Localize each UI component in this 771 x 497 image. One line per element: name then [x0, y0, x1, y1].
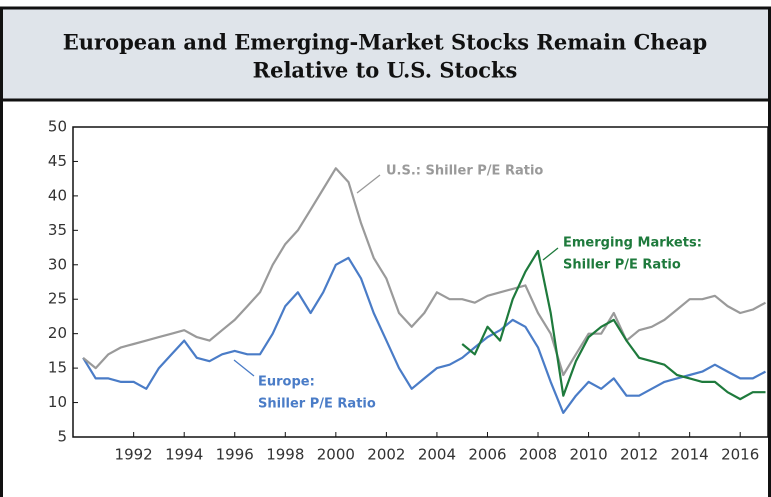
y-tick-label: 40 — [48, 186, 67, 204]
series-label: Europe: — [258, 375, 315, 390]
title-box — [0, 6, 771, 102]
y-tick-label: 5 — [57, 428, 67, 446]
annotation-leader — [542, 247, 559, 261]
x-tick-label: 2000 — [317, 446, 355, 464]
x-tick-label: 2010 — [569, 446, 607, 464]
y-tick-label: 30 — [48, 255, 67, 273]
x-tick-label: 2002 — [367, 446, 405, 464]
y-tick-label: 25 — [48, 290, 67, 308]
y-tick-label: 35 — [48, 221, 67, 239]
series-line — [82, 167, 767, 377]
series-label: U.S.: Shiller P/E Ratio — [386, 164, 543, 179]
annotation-leader — [233, 359, 255, 377]
series-line — [461, 249, 766, 401]
chart-title: European and Emerging-Market Stocks Rema… — [63, 30, 707, 55]
y-tick-label: 45 — [48, 152, 67, 170]
x-tick-label: 2014 — [671, 446, 709, 464]
plot-frame — [72, 126, 769, 438]
x-tick-label: 1992 — [115, 446, 153, 464]
y-tick-label: 50 — [48, 118, 67, 136]
x-tick-label: 2004 — [418, 446, 456, 464]
x-tick-label: 2016 — [721, 446, 759, 464]
y-tick-label: 10 — [48, 393, 67, 411]
annotation-leader — [356, 174, 381, 194]
series-line — [82, 256, 767, 414]
x-tick-label: 1998 — [266, 446, 304, 464]
series-label: Shiller P/E Ratio — [563, 258, 681, 273]
chart-title: Relative to U.S. Stocks — [253, 58, 518, 83]
y-tick-label: 20 — [48, 324, 67, 342]
series-label: Emerging Markets: — [563, 236, 702, 251]
x-tick-label: 2006 — [468, 446, 506, 464]
x-tick-label: 1994 — [165, 446, 203, 464]
y-tick-label: 15 — [48, 359, 67, 377]
x-tick-label: 1996 — [216, 446, 254, 464]
x-tick-label: 2012 — [620, 446, 658, 464]
series-label: Shiller P/E Ratio — [258, 397, 376, 412]
x-tick-label: 2008 — [519, 446, 557, 464]
